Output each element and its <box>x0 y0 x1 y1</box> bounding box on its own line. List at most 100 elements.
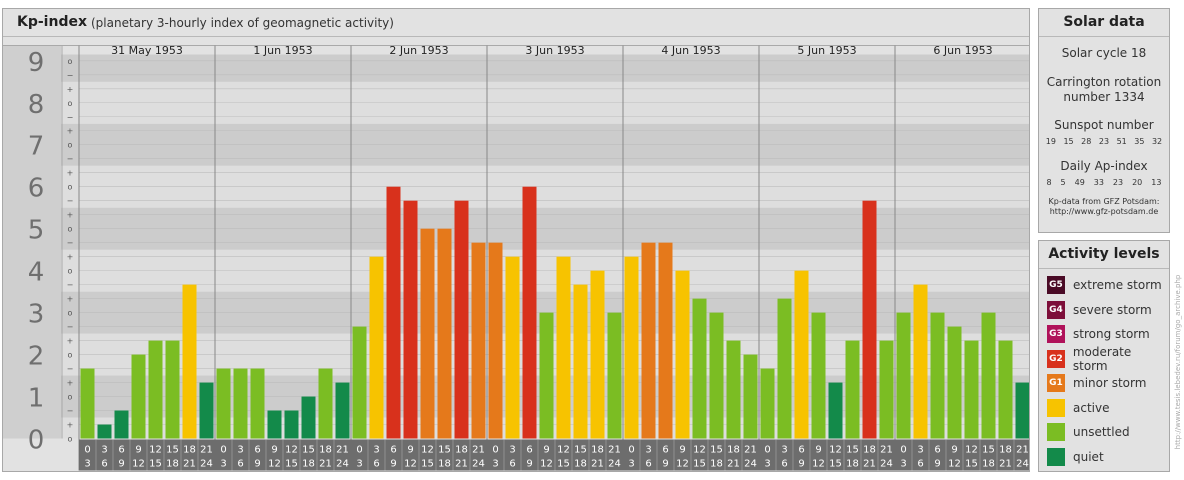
x-tick-start: 0 <box>900 445 906 456</box>
x-tick-end: 18 <box>166 459 179 470</box>
kp-bar-6-4 <box>964 340 979 439</box>
kp-bar-chart: 0123456789o+o+−o+−o+−o+−o+−o+−o+−o+−o−31… <box>3 44 1029 471</box>
y-tick-label-7: 7 <box>28 132 45 162</box>
kp-bar-2-4 <box>420 228 435 439</box>
x-tick-start: 18 <box>727 445 740 456</box>
kp-bar-5-5 <box>845 340 860 439</box>
x-tick-start: 6 <box>934 445 940 456</box>
activity-levels-legend: G5 extreme storm G4 severe storm G3 strong st… <box>1039 273 1169 469</box>
carrington-line2: number 1334 <box>1063 90 1145 104</box>
ap-value-4: 23 <box>1112 178 1124 187</box>
kp-bar-6-5 <box>981 312 996 439</box>
sub-tick-label: o <box>68 351 73 360</box>
sub-tick-label: + <box>67 421 74 430</box>
kp-bar-0-1 <box>97 424 112 439</box>
x-tick-start: 9 <box>543 445 549 456</box>
y-tick-label-2: 2 <box>28 342 45 372</box>
x-tick-end: 24 <box>336 459 349 470</box>
x-tick-start: 18 <box>591 445 604 456</box>
sub-tick-label: o <box>68 183 73 192</box>
kp-bar-1-3 <box>267 410 282 439</box>
sub-tick-label: + <box>67 295 74 304</box>
kp-bar-5-7 <box>879 340 894 439</box>
x-tick-start: 18 <box>183 445 196 456</box>
carrington-line1: Carrington rotation <box>1046 75 1162 89</box>
x-tick-end: 15 <box>557 459 570 470</box>
activity-level-strong-storm: G3 strong storm <box>1047 322 1169 347</box>
x-tick-start: 15 <box>574 445 587 456</box>
x-tick-end: 3 <box>220 459 226 470</box>
x-tick-start: 3 <box>509 445 515 456</box>
solar-data-panel: Solar data Solar cycle 18 Carrington rot… <box>1038 8 1170 233</box>
sunspot-value-3: 23 <box>1098 137 1110 146</box>
kp-bar-0-2 <box>114 410 129 439</box>
source-link[interactable]: http://www.gfz-potsdam.de <box>1049 207 1159 216</box>
kp-bar-3-4 <box>556 256 571 439</box>
x-tick-start: 0 <box>628 445 634 456</box>
x-tick-end: 3 <box>492 459 498 470</box>
credit-watermark: http://www.tesis.lebedev.ru/forum/go_arc… <box>1174 258 1184 468</box>
activity-level-severe-storm: G4 severe storm <box>1047 298 1169 323</box>
sub-tick-label: − <box>67 239 74 248</box>
sunspot-value-5: 35 <box>1134 137 1145 146</box>
x-tick-start: 21 <box>1016 445 1029 456</box>
x-tick-start: 12 <box>829 445 842 456</box>
activity-levels-title: Activity levels <box>1039 241 1169 269</box>
x-tick-start: 18 <box>863 445 876 456</box>
kp-bar-1-6 <box>318 368 333 439</box>
x-tick-end: 21 <box>999 459 1012 470</box>
activity-swatch: G4 <box>1047 300 1065 319</box>
activity-label: unsettled <box>1073 425 1130 440</box>
x-tick-start: 3 <box>645 445 651 456</box>
kp-bar-5-6 <box>862 200 877 439</box>
x-tick-end: 21 <box>183 459 196 470</box>
kp-bar-3-0 <box>488 242 503 439</box>
x-tick-end: 6 <box>373 459 379 470</box>
y-tick-label-3: 3 <box>28 300 45 330</box>
activity-swatch: G5 <box>1047 276 1065 295</box>
x-tick-start: 21 <box>200 445 213 456</box>
chart-title: Kp-index <box>17 14 87 30</box>
activity-level-minor-storm: G1 minor storm <box>1047 371 1169 396</box>
sunspot-value-4: 51 <box>1116 137 1127 146</box>
kp-bar-0-4 <box>148 340 163 439</box>
y-tick-label-0: 0 <box>28 426 45 456</box>
x-tick-start: 3 <box>237 445 243 456</box>
activity-label: quiet <box>1073 449 1104 464</box>
y-tick-label-5: 5 <box>28 216 45 246</box>
kp-bar-5-3 <box>811 312 826 439</box>
x-tick-end: 3 <box>628 459 634 470</box>
activity-swatch <box>1047 398 1065 417</box>
activity-label: active <box>1073 400 1110 415</box>
activity-levels-panel: Activity levels G5 extreme storm G4 severe … <box>1038 240 1170 472</box>
kp-bar-2-1 <box>369 256 384 439</box>
kp-bar-0-7 <box>199 382 214 439</box>
sunspot-values: 19 15 28 23 51 35 32 <box>1039 137 1169 146</box>
x-tick-end: 9 <box>662 459 668 470</box>
x-tick-start: 3 <box>917 445 923 456</box>
x-tick-end: 24 <box>200 459 213 470</box>
kp-bar-3-6 <box>590 270 605 439</box>
x-tick-end: 9 <box>798 459 804 470</box>
x-tick-start: 12 <box>557 445 570 456</box>
kp-bar-6-1 <box>913 284 928 439</box>
x-tick-start: 3 <box>373 445 379 456</box>
sub-tick-label: o <box>68 225 73 234</box>
x-tick-start: 6 <box>662 445 668 456</box>
activity-swatch: G3 <box>1047 325 1065 344</box>
activity-label: minor storm <box>1073 376 1147 391</box>
kp-bar-4-0 <box>624 256 639 439</box>
sub-tick-label: o <box>68 309 73 318</box>
x-tick-start: 0 <box>492 445 498 456</box>
x-tick-end: 24 <box>744 459 757 470</box>
x-tick-start: 12 <box>965 445 978 456</box>
y-tick-label-4: 4 <box>28 258 45 288</box>
kp-bar-5-2 <box>794 270 809 439</box>
activity-swatch <box>1047 423 1065 442</box>
day-label-1: 1 Jun 1953 <box>253 44 312 57</box>
x-tick-end: 12 <box>948 459 961 470</box>
sub-tick-label: − <box>67 71 74 80</box>
kp-bar-1-0 <box>216 368 231 439</box>
x-tick-start: 18 <box>319 445 332 456</box>
x-tick-start: 15 <box>710 445 723 456</box>
